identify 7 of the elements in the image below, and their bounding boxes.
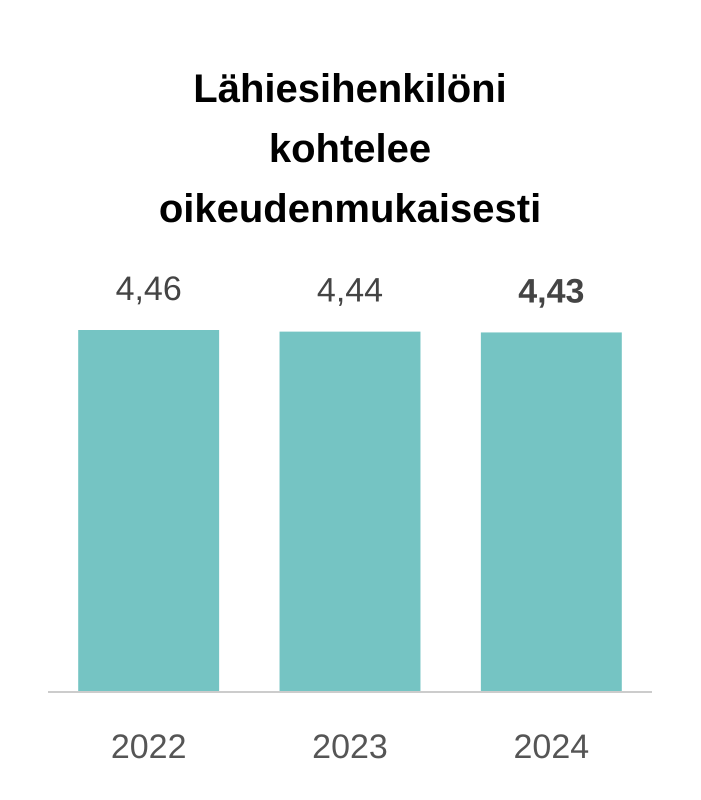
data-label: 4,46 bbox=[116, 270, 182, 308]
x-tick-label: 2022 bbox=[110, 728, 186, 766]
data-label: 4,44 bbox=[316, 272, 384, 310]
x-tick-label: 2023 bbox=[312, 728, 388, 766]
data-label: 4,43 bbox=[518, 272, 584, 310]
x-tick-label: 2024 bbox=[514, 728, 590, 766]
chart-title: Lähiesihenkilöni kohtelee oikeudenmukaisesti bbox=[158, 67, 542, 231]
